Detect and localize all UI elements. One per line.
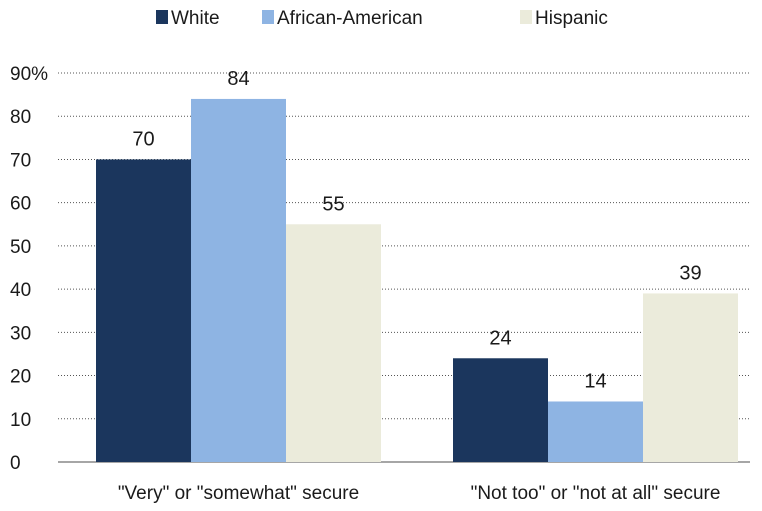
y-tick-label: 30 — [10, 323, 31, 344]
legend-label: African-American — [277, 8, 423, 29]
bar — [286, 224, 381, 462]
x-category-label: "Not too" or "not at all" secure — [471, 483, 721, 504]
y-tick-label: 0 — [10, 453, 21, 474]
y-tick-label: 50 — [10, 237, 31, 258]
y-tick-label: 40 — [10, 280, 31, 301]
bar — [453, 358, 548, 462]
data-label: 24 — [489, 327, 511, 349]
legend-swatch — [520, 10, 532, 24]
x-category-label: "Very" or "somewhat" secure — [118, 483, 359, 504]
y-tick-label: 80 — [10, 107, 31, 128]
y-tick-label: 90% — [10, 64, 48, 85]
data-label: 70 — [132, 128, 154, 150]
data-label: 14 — [584, 370, 606, 392]
bar — [643, 293, 738, 462]
legend-label: Hispanic — [535, 8, 608, 29]
y-tick-label: 20 — [10, 367, 31, 388]
legend-label: White — [171, 8, 220, 29]
data-label: 55 — [322, 193, 344, 215]
legend-swatch — [262, 10, 274, 24]
y-tick-label: 10 — [10, 410, 31, 431]
legend-swatch — [156, 10, 168, 24]
y-tick-label: 60 — [10, 194, 31, 215]
bar — [548, 401, 643, 462]
bar — [96, 159, 191, 462]
y-tick-label: 70 — [10, 150, 31, 171]
data-label: 39 — [679, 262, 701, 284]
data-label: 84 — [227, 68, 249, 90]
bar — [191, 98, 286, 462]
